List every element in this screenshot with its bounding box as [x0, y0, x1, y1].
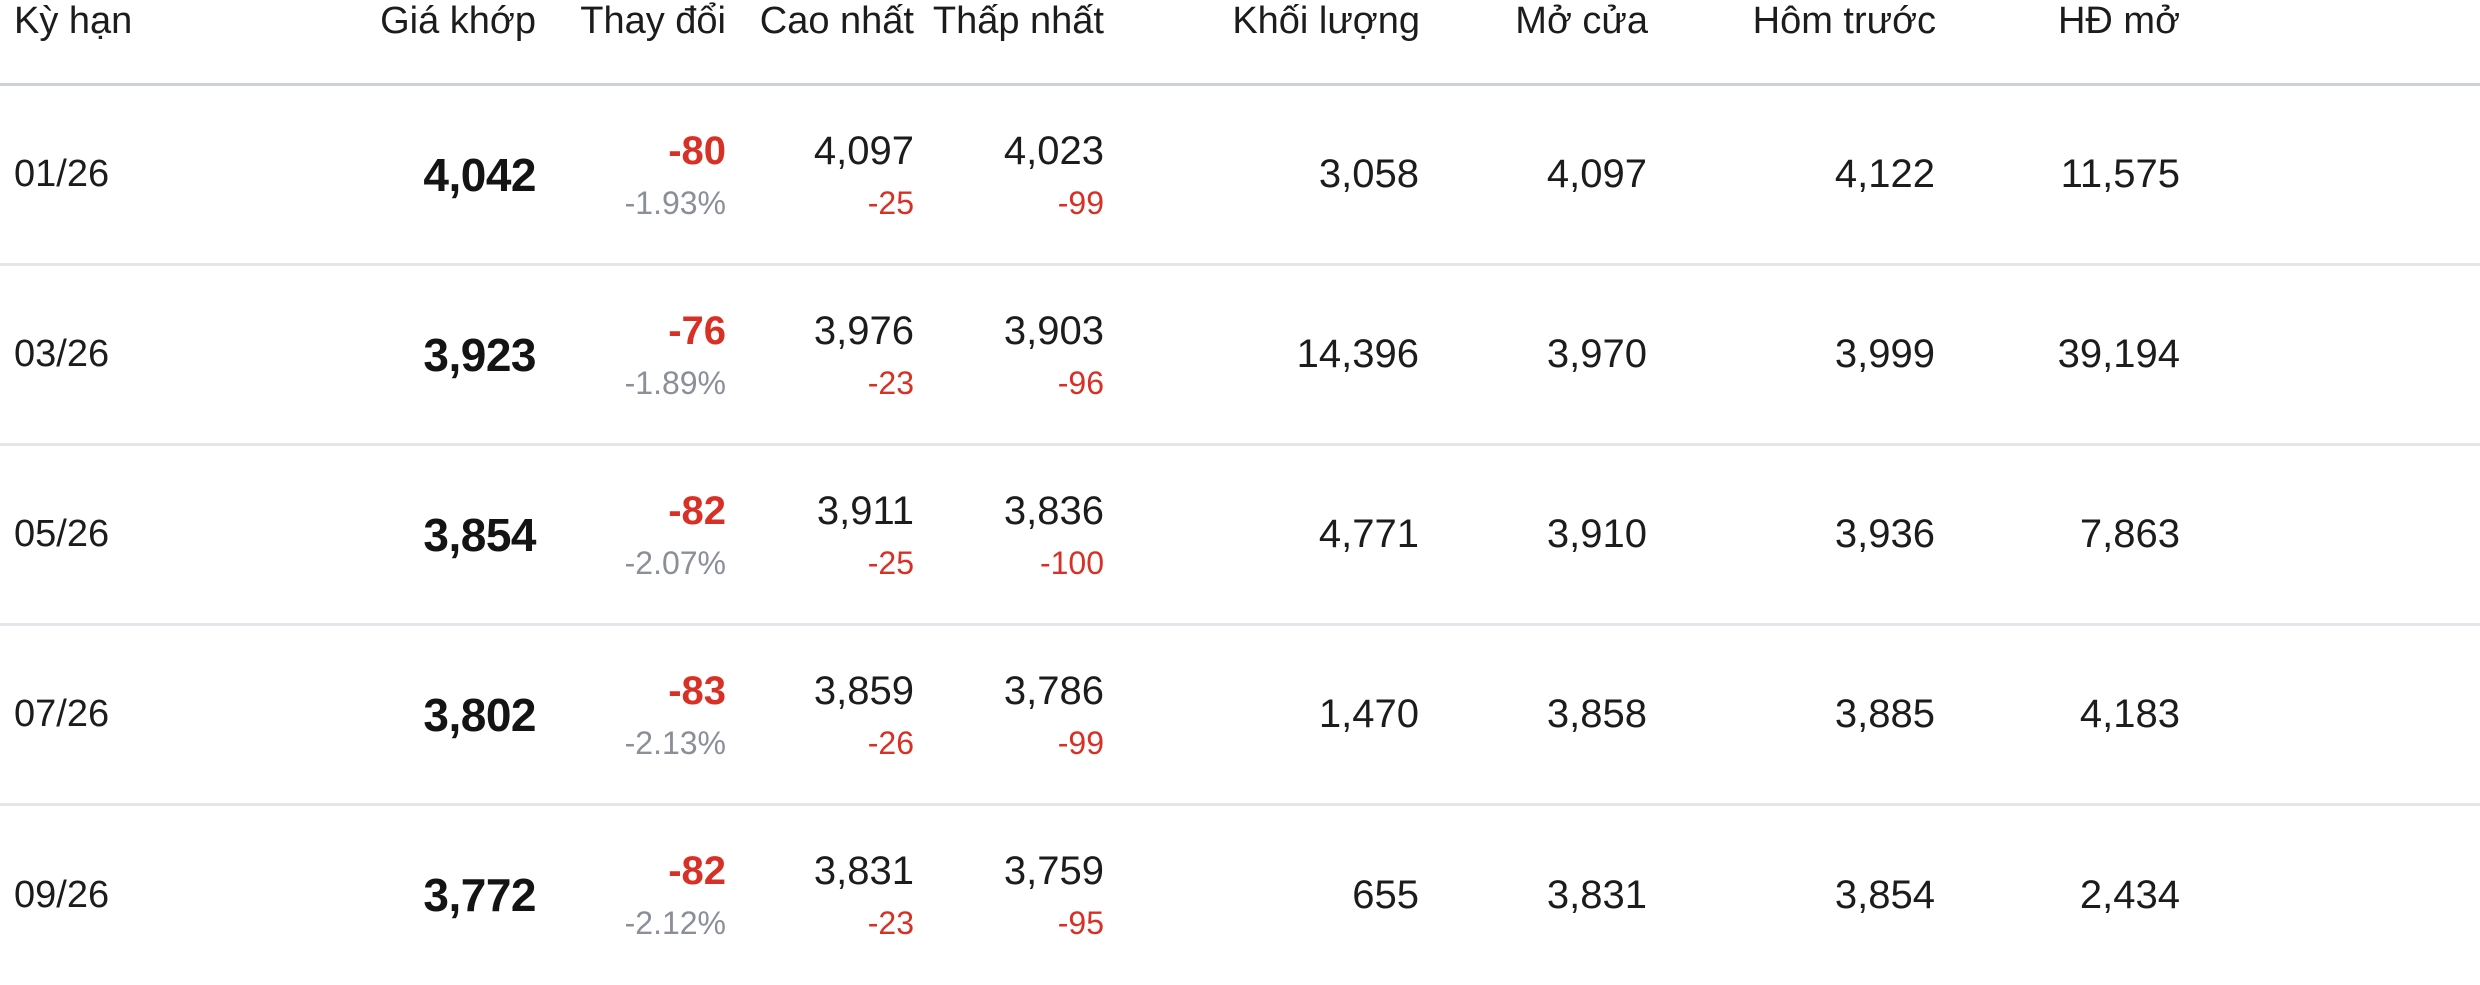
cell-high: 3,859 -26	[730, 624, 920, 806]
cell-prev: 3,885	[1648, 624, 1936, 806]
change-percent: -2.12%	[624, 905, 726, 942]
column-header-term[interactable]: Kỳ hạn	[0, 0, 318, 86]
cell-match: 4,042	[318, 84, 540, 266]
cell-open: 3,910	[1420, 444, 1648, 626]
change-value: -76	[668, 308, 726, 353]
cell-high: 3,976 -23	[730, 264, 920, 446]
cell-spacer	[2180, 805, 2480, 985]
column-header-spacer	[2180, 0, 2480, 86]
low-change: -99	[1057, 724, 1104, 761]
low-change: -99	[1057, 184, 1104, 221]
table-header: Kỳ hạn Giá khớp Thay đổi Cao nhất Thấp n…	[0, 0, 2480, 86]
cell-open-interest: 39,194	[1936, 264, 2180, 446]
high-value: 3,911	[816, 488, 914, 533]
change-percent: -2.13%	[624, 724, 726, 761]
cell-term: 05/26	[0, 444, 318, 626]
high-change: -23	[867, 905, 914, 942]
column-header-prev[interactable]: Hôm trước	[1648, 0, 1936, 86]
cell-high: 3,911 -25	[730, 444, 920, 626]
cell-change: -76 -1.89%	[540, 264, 730, 446]
cell-change: -83 -2.13%	[540, 624, 730, 806]
table-body: 01/26 4,042 -80 -1.93% 4,097 -25 4,023 -99 3,058…	[0, 84, 2480, 985]
low-change: -100	[1039, 544, 1104, 581]
cell-high: 4,097 -25	[730, 84, 920, 266]
cell-spacer	[2180, 444, 2480, 626]
change-percent: -2.07%	[624, 544, 726, 581]
column-header-low[interactable]: Thấp nhất	[920, 0, 1110, 86]
change-value: -83	[668, 668, 726, 713]
cell-match: 3,923	[318, 264, 540, 446]
cell-low: 3,903 -96	[920, 264, 1110, 446]
table-row[interactable]: 01/26 4,042 -80 -1.93% 4,097 -25 4,023 -99 3,058…	[0, 84, 2480, 266]
high-change: -26	[867, 724, 914, 761]
cell-match: 3,802	[318, 624, 540, 806]
cell-open: 3,858	[1420, 624, 1648, 806]
cell-volume: 14,396	[1110, 264, 1420, 446]
cell-volume: 1,470	[1110, 624, 1420, 806]
cell-open-interest: 7,863	[1936, 444, 2180, 626]
high-value: 3,976	[813, 308, 914, 353]
table-row[interactable]: 07/26 3,802 -83 -2.13% 3,859 -26 3,786 -99 1,470…	[0, 624, 2480, 806]
low-value: 3,836	[1003, 488, 1104, 533]
high-value: 3,859	[813, 668, 914, 713]
cell-low: 3,759 -95	[920, 805, 1110, 985]
column-header-volume[interactable]: Khối lượng	[1110, 0, 1420, 86]
change-value: -80	[668, 128, 726, 173]
high-value: 4,097	[813, 128, 914, 173]
cell-term: 07/26	[0, 624, 318, 806]
low-value: 3,903	[1003, 308, 1104, 353]
table-row[interactable]: 09/26 3,772 -82 -2.12% 3,831 -23 3,759 -95 655 3,…	[0, 805, 2480, 985]
column-header-high[interactable]: Cao nhất	[730, 0, 920, 86]
change-percent: -1.93%	[624, 184, 726, 221]
low-value: 4,023	[1003, 128, 1104, 173]
cell-term: 01/26	[0, 84, 318, 266]
low-change: -95	[1057, 905, 1104, 942]
header-row: Kỳ hạn Giá khớp Thay đổi Cao nhất Thấp n…	[0, 0, 2480, 86]
table-row[interactable]: 03/26 3,923 -76 -1.89% 3,976 -23 3,903 -96 14,39…	[0, 264, 2480, 446]
cell-volume: 4,771	[1110, 444, 1420, 626]
cell-low: 4,023 -99	[920, 84, 1110, 266]
change-value: -82	[668, 488, 726, 533]
column-header-change[interactable]: Thay đổi	[540, 0, 730, 86]
low-value: 3,759	[1003, 849, 1104, 894]
cell-high: 3,831 -23	[730, 805, 920, 985]
cell-low: 3,786 -99	[920, 624, 1110, 806]
table-row[interactable]: 05/26 3,854 -82 -2.07% 3,911 -25 3,836 -100 4,77…	[0, 444, 2480, 626]
cell-prev: 3,854	[1834, 872, 1935, 917]
cell-term: 09/26	[14, 873, 110, 916]
cell-match: 3,854	[318, 444, 540, 626]
cell-open: 3,831	[1546, 872, 1647, 917]
low-value: 3,786	[1003, 668, 1104, 713]
cell-low: 3,836 -100	[920, 444, 1110, 626]
high-value: 3,831	[813, 849, 914, 894]
cell-term: 03/26	[0, 264, 318, 446]
cell-open-interest: 2,434	[2079, 872, 2180, 917]
high-change: -23	[867, 364, 914, 401]
high-change: -25	[867, 184, 914, 221]
cell-spacer	[2180, 84, 2480, 266]
cell-volume: 655	[1352, 872, 1419, 917]
cell-prev: 3,936	[1648, 444, 1936, 626]
cell-open-interest: 4,183	[1936, 624, 2180, 806]
cell-open-interest: 11,575	[1936, 84, 2180, 266]
cell-volume: 3,058	[1110, 84, 1420, 266]
change-percent: -1.89%	[624, 364, 726, 401]
column-header-match[interactable]: Giá khớp	[318, 0, 540, 86]
cell-change: -82 -2.07%	[540, 444, 730, 626]
column-header-open[interactable]: Mở cửa	[1420, 0, 1648, 86]
cell-open: 3,970	[1420, 264, 1648, 446]
cell-prev: 4,122	[1648, 84, 1936, 266]
low-change: -96	[1057, 364, 1104, 401]
cell-open: 4,097	[1420, 84, 1648, 266]
high-change: -25	[867, 544, 914, 581]
cell-match: 3,772	[423, 869, 536, 922]
cell-spacer	[2180, 624, 2480, 806]
change-value: -82	[668, 849, 726, 894]
cell-change: -80 -1.93%	[540, 84, 730, 266]
cell-prev: 3,999	[1648, 264, 1936, 446]
cell-spacer	[2180, 264, 2480, 446]
cell-change: -82 -2.12%	[540, 805, 730, 985]
column-header-oi[interactable]: HĐ mở	[1936, 0, 2180, 86]
